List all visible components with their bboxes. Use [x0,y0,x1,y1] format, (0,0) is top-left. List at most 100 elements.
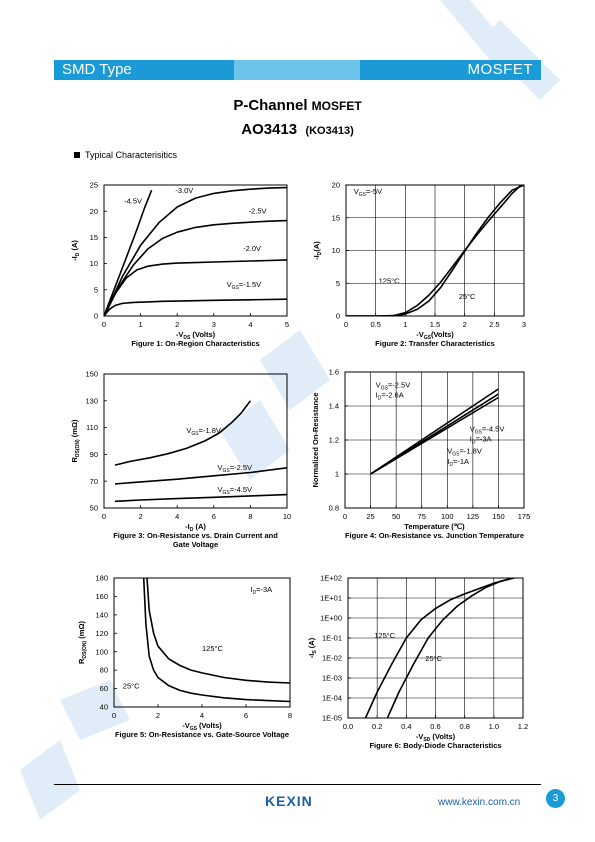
figure-5-chart: 0 2 4 6 8 40 60 80 100 120 140 160 180 ID=-3A 125°C 25°… [77,574,292,739]
y-tick-label: 1E-01 [322,634,342,643]
x-tick-label: 1.2 [518,722,528,731]
x-tick-label: 6 [212,512,216,521]
figure-4-chart: 0 25 50 75 100 125 150 175 0.8 1 1.2 1.4 1.6 VGS=-2.5… [311,368,530,540]
kexin-logo: KEXIN [265,793,313,809]
y-axis-label: -IS (A) [307,637,318,658]
figure-caption: Figure 1: On-Region Characteristics [131,339,259,348]
series-line [146,578,290,684]
y-tick-label: 1.4 [329,402,339,411]
x-tick-label: 150 [492,512,505,521]
x-tick-label: 0.0 [343,722,353,731]
y-tick-label: 1.2 [329,436,339,445]
y-tick-label: 100 [95,647,108,656]
x-tick-label: 1 [139,320,143,329]
figure-2-chart: 0 0.5 1 1.5 2 2.5 3 0 5 10 15 20 VGS=-5V 125°C 25°C -VG… [312,181,526,348]
part-number: AO3413 (KO3413) [0,121,595,138]
x-tick-label: 8 [248,512,252,521]
series-annotation: ID=-3A [470,435,492,446]
y-tick-label: 15 [332,213,340,222]
page-number-badge: 3 [546,789,565,808]
x-tick-label: 3 [212,320,216,329]
page-title: P-Channel MOSFET [0,97,595,114]
series-line [104,298,287,316]
section-label: Typical Characterisitics [85,150,178,160]
header-left-banner: SMD Type [54,60,234,80]
series-line [104,186,287,316]
x-tick-label: 0 [344,320,348,329]
series-annotation: ID=-3A [250,585,272,596]
part-number-main: AO3413 [241,121,298,138]
y-tick-label: 70 [90,477,98,486]
series-annotation: 25°C [123,682,140,691]
y-tick-label: 1 [335,470,339,479]
title-main: P-Channel [233,97,308,114]
x-tick-label: 2 [175,320,179,329]
figure-caption: Figure 3: On-Resistance vs. Drain Curren… [113,531,278,540]
x-tick-label: 0 [102,320,106,329]
x-tick-label: 3 [522,320,526,329]
x-tick-label: 100 [441,512,454,521]
y-tick-label: 10 [332,246,340,255]
x-axis-label: -VGS (Volts) [182,721,222,732]
series-annotation: VGS=-5V [354,187,382,198]
y-axis-label: -ID(A) [312,241,323,260]
plot-frame [103,373,288,509]
series-annotation: VGS=-1.8V [186,426,221,437]
section-heading: Typical Characterisitics [74,150,177,160]
y-tick-label: 20 [90,207,98,216]
x-tick-label: 0.8 [459,722,469,731]
series-annotation: -2.0V [243,244,261,253]
series-line [104,189,153,316]
series-annotation: VGS=-2.5V [376,380,411,391]
series-line [114,493,287,503]
series-line [364,578,518,718]
y-axis-label: Normalized On-Resistance [311,392,320,487]
y-axis-label: RDS(ON) (mΩ) [70,419,81,462]
x-tick-label: 0 [112,711,116,720]
y-tick-label: 130 [85,396,98,405]
x-axis-label: Temperature (℃) [404,522,465,531]
y-tick-label: 0 [336,312,340,321]
figure-caption: Figure 6: Body-Diode Characteristics [369,741,501,750]
x-tick-label: 125 [467,512,480,521]
x-axis-label: -VGS(Volts) [416,330,454,341]
y-axis-label: RDS(ON) (mΩ) [77,621,88,664]
figure-caption: Figure 4: On-Resistance vs. Junction Tem… [345,531,524,540]
y-tick-label: 50 [90,504,98,513]
series-annotation: 125°C [374,631,396,640]
y-tick-label: 80 [100,666,108,675]
series-annotation: VGS=-4.5V [217,485,252,496]
x-tick-label: 2 [156,711,160,720]
series-line [142,578,290,703]
series-annotation: VGS=-2.5V [217,463,252,474]
series-line [114,467,287,485]
y-tick-label: 15 [90,233,98,242]
x-tick-label: 75 [418,512,426,521]
footer-url[interactable]: www.kexin.com.cn [438,797,521,808]
y-tick-label: 1E+02 [320,574,342,583]
y-tick-label: 1E-04 [322,694,342,703]
figure-6-chart: 0.0 0.2 0.4 0.6 0.8 1.0 1.2 1E-05 1E-04 1E-03 1E-0… [307,574,528,750]
series-annotation: ID=-2.6A [376,391,404,402]
y-tick-label: 60 [100,684,108,693]
x-tick-label: 4 [175,512,179,521]
series-annotation: -2.5V [249,206,267,215]
y-axis-label: -ID (A) [70,240,81,261]
footer-divider [54,784,541,785]
x-tick-label: 1 [403,320,407,329]
x-axis-label: -VSD (Volts) [416,732,456,743]
x-axis-label: -ID (A) [185,522,206,533]
series-line [346,185,524,316]
y-tick-label: 40 [100,703,108,712]
y-tick-label: 110 [86,423,98,432]
watermark-shape [440,0,520,60]
x-tick-label: 4 [200,711,204,720]
y-tick-label: 5 [336,279,340,288]
y-tick-label: 10 [90,259,98,268]
x-tick-label: 0 [102,512,106,521]
x-tick-label: 1.0 [489,722,499,731]
y-tick-label: 120 [95,629,108,638]
title-main-suffix: MOSFET [311,99,362,113]
series-line [104,219,287,316]
bullet-square-icon [74,152,80,158]
